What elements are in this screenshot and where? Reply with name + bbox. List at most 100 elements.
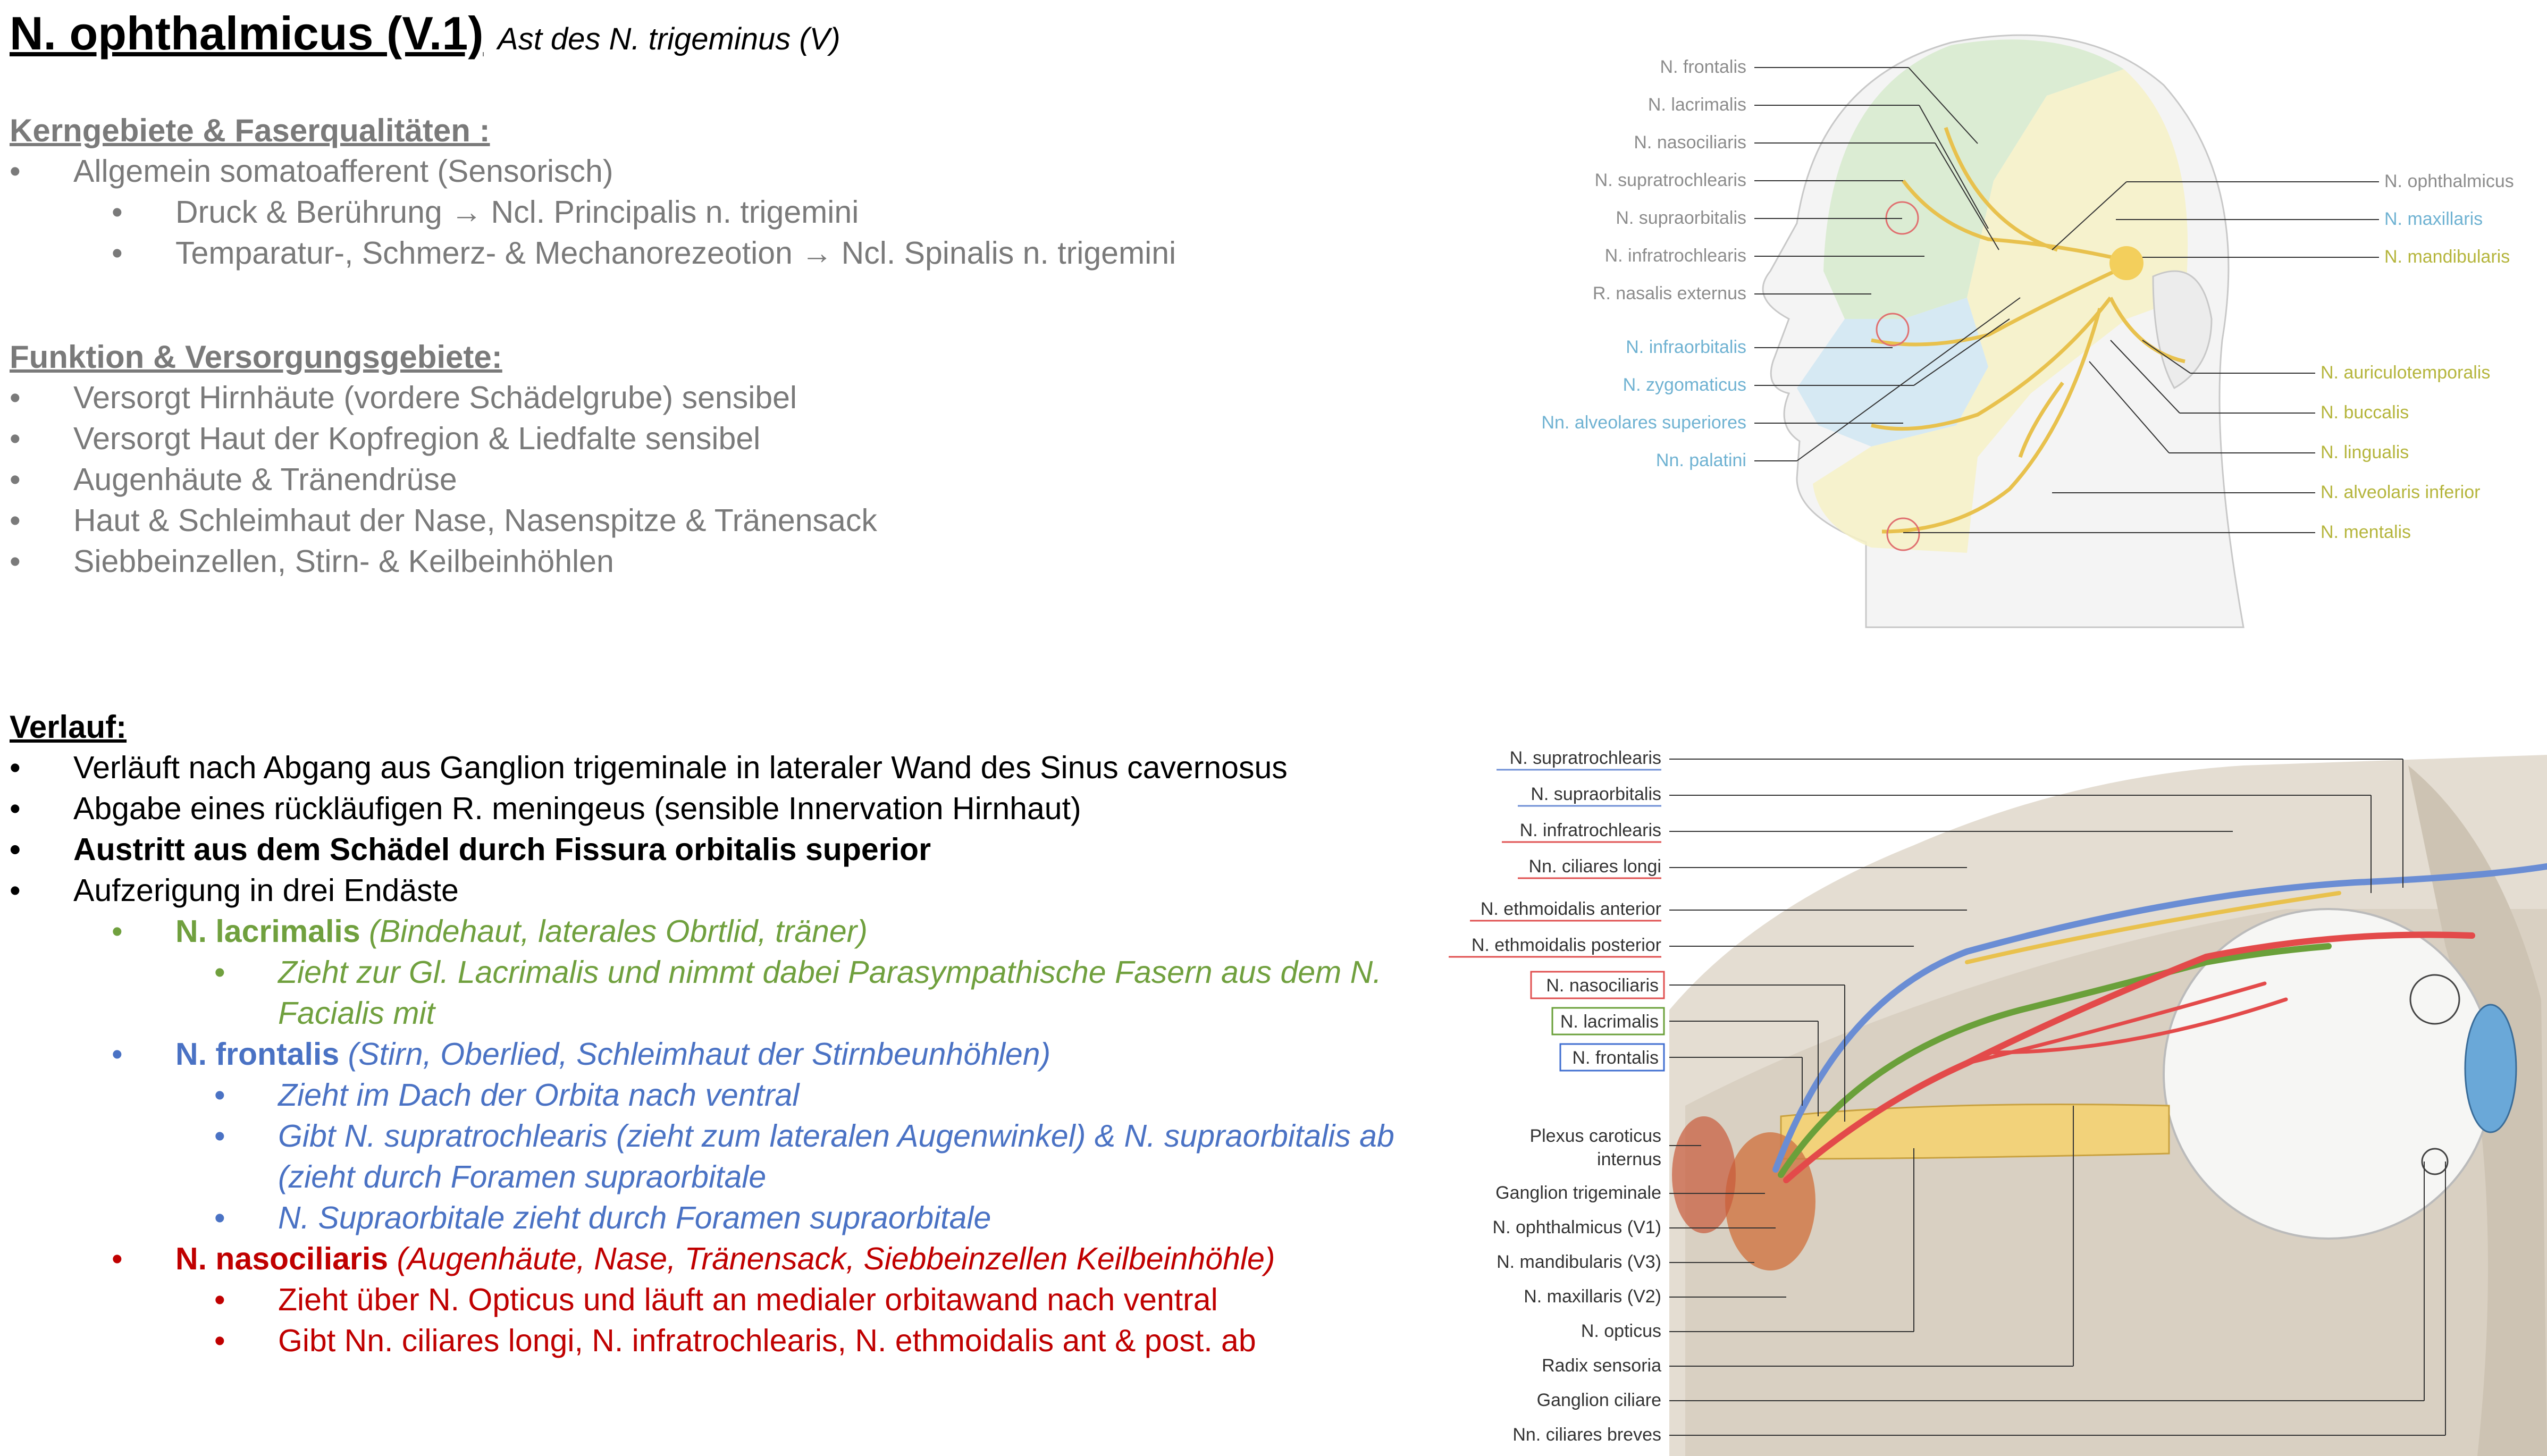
label-n-lacrimalis-2: N. lacrimalis [1551,1007,1819,1116]
foramen-infraorbitale-marker [1876,313,1910,347]
eye-marker [2409,974,2460,1025]
label-n-infratrochlearis-2: N. infratrochlearis [1502,820,2233,843]
label-ganglion-ciliare: Ganglion ciliare [1537,1390,1661,1410]
label-n-lacrimalis: N. lacrimalis [1648,95,1989,229]
list-item-continuation: (zieht durch Foramen supraorbitale [278,1159,767,1194]
nerve-branches [1871,127,2185,534]
list-item: • Austritt aus dem Schädel durch Fissura … [10,832,931,867]
list-item: • Versorgt Hirnhäute (vordere Schädelgrub… [10,380,797,415]
label-n-mentalis: N. mentalis [1903,522,2411,542]
svg-text:N. buccalis: N. buccalis [2321,402,2409,423]
label-plexus-internus: internus [1597,1149,1661,1169]
svg-text:N. lacrimalis: N. lacrimalis [1560,1012,1659,1032]
foramen-mentale-marker [1886,517,1920,551]
ganglion-trigeminale [1725,1132,1815,1270]
nerve-nasociliaris-path [1783,931,2475,1183]
svg-text:N. alveolaris inferior: N. alveolaris inferior [2321,482,2480,502]
list-item: • Gibt Nn. ciliares longi, N. infratrochl… [214,1323,1256,1358]
svg-text:N. mentalis: N. mentalis [2321,522,2411,542]
heading-kerngebiete: Kerngebiete & Faserqualitäten : [10,113,490,148]
svg-text:N. frontalis: N. frontalis [1660,57,1747,77]
label-n-zygomaticus: N. zygomaticus [1623,318,2010,395]
label-n-ethmoidalis-anterior: N. ethmoidalis anterior [1470,899,1967,922]
list-item-lacrimalis: • N. lacrimalis (Bindehaut, laterales Obr… [112,914,868,949]
svg-text:N. nasociliaris: N. nasociliaris [1546,975,1659,996]
label-n-mandibularis: N. mandibularis [2142,247,2510,267]
section-funktion: Funktion & Versorgungsgebiete: • Versorgt… [10,337,1445,582]
region-v3 [1813,69,2188,553]
iris [2464,1004,2517,1133]
svg-text:N. ethmoidalis anterior: N. ethmoidalis anterior [1481,899,1661,919]
svg-text:N. lingualis: N. lingualis [2321,442,2409,462]
figure2-upper-labels: N. supratrochlearis N. supraorbitalis N.… [1449,748,2403,1122]
label-nn-ciliares-longi: Nn. ciliares longi [1518,856,1967,879]
label-n-mandibularis-v3: N. mandibularis (V3) [1497,1252,1661,1272]
heading-verlauf: Verlauf: [10,709,127,745]
label-nn-ciliares-breves: Nn. ciliares breves [1512,1425,1661,1445]
nerve-frontalis-path [1772,863,2547,1173]
svg-text:R. nasalis externus: R. nasalis externus [1593,283,1746,304]
label-n-infratrochlearis: N. infratrochlearis [1605,246,1924,266]
ear [2152,270,2213,390]
svg-text:N. infratrochlearis: N. infratrochlearis [1520,820,1661,840]
label-n-ophthalmicus-v1: N. ophthalmicus (V1) [1493,1217,1661,1238]
label-n-maxillaris: N. maxillaris [2116,209,2483,229]
ganglion [2109,246,2143,280]
figure-orbit-sagittal: N. supratrochlearis N. supraorbitalis N.… [1449,748,2547,1456]
nerve-lacrimalis-path [1778,943,2332,1178]
plexus-region [1672,1116,1736,1233]
label-n-infraorbitalis: N. infraorbitalis [1626,337,1893,357]
svg-text:N. maxillaris: N. maxillaris [2384,209,2483,229]
label-n-frontalis: N. frontalis [1660,57,1978,144]
svg-text:N. infraorbitalis: N. infraorbitalis [1626,337,1746,357]
list-item: • Versorgt Haut der Kopfregion & Liedfalt… [10,421,761,456]
list-item: • Gibt N. supratrochlearis (zieht zum lat… [214,1118,1394,1154]
section-verlauf: Verlauf: • Verläuft nach Abgang aus Gangl… [10,707,1445,1361]
list-item-frontalis: • N. frontalis (Stirn, Oberlied, Schleimh… [112,1037,1051,1072]
label-n-ethmoidalis-posterior: N. ethmoidalis posterior [1449,935,1914,958]
list-item: • Siebbeinzellen, Stirn- & Keilbeinhöhlen [10,544,614,579]
list-item-continuation: Facialis mit [278,996,435,1031]
list-item: • Druck & Berührung → Ncl. Principalis n.… [112,195,859,230]
list-item: • Abgabe eines rückläufigen R. meningeus … [10,791,1081,826]
svg-text:N. infratrochlearis: N. infratrochlearis [1605,246,1746,266]
svg-text:N. supratrochlearis: N. supratrochlearis [1510,748,1661,768]
page-subtitle: Ast des N. trigeminus (V) [498,22,840,56]
nerve-paths [1772,863,2547,1183]
label-r-nasalis-externus: R. nasalis externus [1593,283,1871,304]
figure-head-innervation: N. frontalis N. lacrimalis N. nasociliar… [1541,34,2514,628]
ganglion-ciliare-marker [2421,1148,2449,1175]
figure2-lower-labels: Plexus caroticus internus Ganglion trige… [1493,1106,2446,1445]
list-item: • N. Supraorbitale zieht durch Foramen su… [214,1200,991,1235]
svg-text:N. frontalis: N. frontalis [1573,1048,1659,1068]
section-kerngebiete: Kerngebiete & Faserqualitäten : • Allgeme… [10,111,1445,274]
label-n-maxillaris-v2: N. maxillaris (V2) [1524,1286,1661,1307]
svg-text:N. lacrimalis: N. lacrimalis [1648,95,1746,115]
list-item: • Zieht im Dach der Orbita nach ventral [214,1078,800,1113]
svg-text:N. supraorbitalis: N. supraorbitalis [1616,208,1746,228]
list-item: • Allgemein somatoafferent (Sensorisch) [10,154,613,189]
label-plexus-caroticus: Plexus caroticus [1529,1126,1661,1146]
svg-text:Nn. alveolares superiores: Nn. alveolares superiores [1541,413,1746,433]
svg-text:N. supratrochlearis: N. supratrochlearis [1595,170,1746,190]
label-n-buccalis: N. buccalis [2110,340,2409,423]
svg-text:N. ophthalmicus: N. ophthalmicus [2384,171,2514,191]
heading-funktion: Funktion & Versorgungsgebiete: [10,339,502,375]
list-item-nasociliaris: • N. nasociliaris (Augenhäute, Nase, Trän… [112,1241,1275,1276]
label-n-frontalis-2: N. frontalis [1559,1043,1803,1106]
svg-text:Nn. palatini: Nn. palatini [1656,450,1746,470]
label-n-supratrochlearis-2: N. supratrochlearis [1497,748,2403,888]
label-n-nasociliaris: N. nasociliaris [1634,132,1999,250]
label-n-nasociliaris-2: N. nasociliaris [1530,971,1845,1122]
svg-text:Nn. ciliares longi: Nn. ciliares longi [1529,856,1661,877]
figure1-right-labels: N. ophthalmicus N. maxillaris N. mandibu… [1903,171,2514,542]
label-n-lingualis: N. lingualis [2089,361,2409,462]
label-nn-alveolares-superiores: Nn. alveolares superiores [1541,413,1903,433]
page-title: N. ophthalmicus (V.1) [10,7,484,60]
label-n-supraorbitalis: N. supraorbitalis [1616,208,1902,228]
label-nn-palatini: Nn. palatini [1656,297,2021,470]
list-item: • Temparatur-, Schmerz- & Mechanorezeotio… [112,235,1176,271]
title-row: N. ophthalmicus (V.1) Ast des N. trigemi… [10,6,840,61]
label-ganglion-trigeminale: Ganglion trigeminale [1495,1183,1661,1203]
svg-text:N. zygomaticus: N. zygomaticus [1623,375,1746,395]
